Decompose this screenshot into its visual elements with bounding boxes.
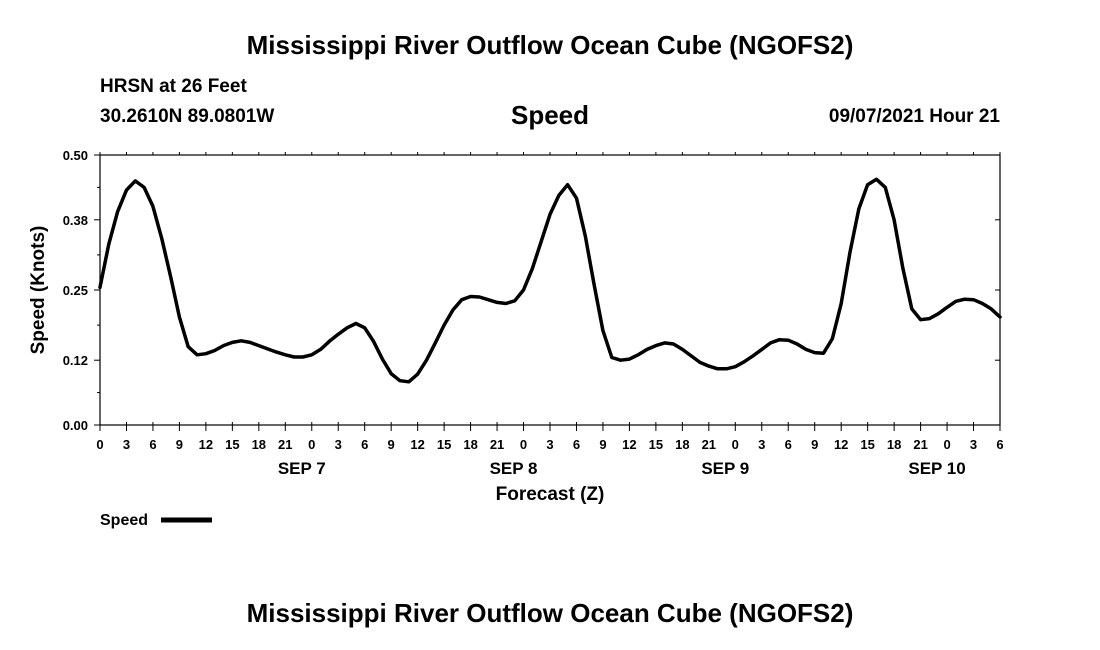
x-tick-label: 21: [913, 437, 927, 452]
x-tick-label: 0: [308, 437, 315, 452]
x-tick-label: 3: [123, 437, 130, 452]
station-label: HRSN at 26 Feet: [100, 76, 247, 97]
x-tick-label: 9: [599, 437, 606, 452]
x-date-label: SEP 8: [490, 459, 538, 478]
x-tick-label: 9: [811, 437, 818, 452]
series-line-speed: [98, 177, 1002, 384]
x-tick-label: 6: [361, 437, 368, 452]
station-coordinates: 30.2610N 89.0801W: [100, 106, 275, 127]
x-tick-label: 18: [887, 437, 901, 452]
x-tick-label: 18: [463, 437, 477, 452]
legend-label: Speed: [100, 512, 148, 529]
y-tick-label: 0.38: [63, 213, 88, 228]
forecast-datetime: 09/07/2021 Hour 21: [828, 106, 1000, 127]
x-tick-label: 15: [225, 437, 239, 452]
x-tick-label: 12: [410, 437, 424, 452]
x-tick-label: 6: [573, 437, 580, 452]
chart-title: Speed: [510, 100, 590, 130]
y-tick-label: 0.50: [63, 148, 88, 163]
footer-title: Mississippi River Outflow Ocean Cube (NG…: [246, 598, 854, 628]
x-tick-label: 12: [834, 437, 848, 452]
x-tick-label: 9: [176, 437, 183, 452]
y-tick-label: 0.12: [63, 353, 88, 368]
x-tick-label: 15: [437, 437, 451, 452]
x-tick-label: 15: [860, 437, 874, 452]
x-tick-label: 18: [675, 437, 689, 452]
x-tick-label: 12: [622, 437, 636, 452]
x-tick-label: 0: [96, 437, 103, 452]
y-axis-label: Speed (Knots): [28, 226, 49, 355]
x-tick-label: 18: [252, 437, 266, 452]
x-tick-label: 3: [335, 437, 342, 452]
x-tick-label: 6: [785, 437, 792, 452]
x-tick-label: 6: [996, 437, 1003, 452]
x-tick-label: 15: [649, 437, 663, 452]
chart-tick-labels: 0.00 0.12 0.25 0.38 0.50 0 3 6 9 12 15 18 21 0 3 6 9 12 15…: [63, 148, 1004, 478]
y-tick-label: 0.00: [63, 418, 88, 433]
x-date-label: SEP 9: [701, 459, 749, 478]
x-tick-label: 3: [970, 437, 977, 452]
x-tick-label: 21: [702, 437, 716, 452]
x-tick-label: 9: [388, 437, 395, 452]
x-tick-label: 6: [149, 437, 156, 452]
x-tick-label: 3: [758, 437, 765, 452]
x-tick-label: 21: [490, 437, 504, 452]
x-date-label: SEP 7: [278, 459, 326, 478]
y-tick-label: 0.25: [63, 283, 88, 298]
x-tick-label: 12: [199, 437, 213, 452]
x-tick-label: 0: [520, 437, 527, 452]
chart-ticks: [94, 152, 1001, 431]
page-title: Mississippi River Outflow Ocean Cube (NG…: [246, 30, 854, 60]
x-tick-label: 0: [943, 437, 950, 452]
x-date-label: SEP 10: [908, 459, 965, 478]
x-tick-label: 3: [546, 437, 553, 452]
x-axis-label: Forecast (Z): [496, 484, 605, 505]
x-tick-label: 0: [732, 437, 739, 452]
x-tick-label: 21: [278, 437, 292, 452]
